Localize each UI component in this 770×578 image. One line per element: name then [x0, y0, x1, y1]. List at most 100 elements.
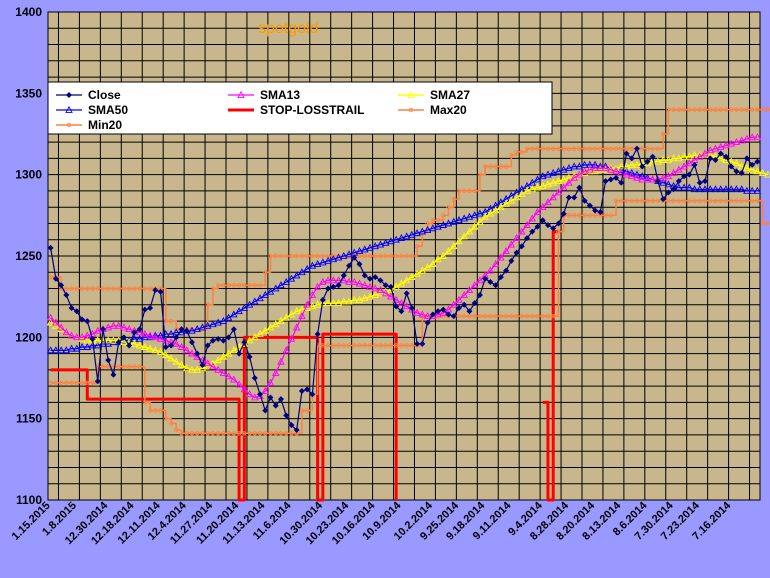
close-point: [508, 257, 515, 264]
sma13-point: [114, 321, 123, 329]
sma27-point: [402, 276, 411, 284]
max20-point: [388, 253, 394, 259]
sma13-point: [512, 233, 521, 241]
close-point: [314, 331, 321, 338]
close-point: [115, 339, 122, 346]
min20-point: [325, 343, 331, 348]
sma50-point: [282, 277, 290, 285]
close-point: [136, 326, 143, 333]
sma13-point: [675, 165, 683, 173]
sma27-point: [533, 183, 542, 191]
min20-point: [755, 198, 760, 203]
sma13-point: [104, 323, 112, 331]
close-point: [691, 161, 698, 168]
max20-point: [718, 107, 723, 112]
sma50-point: [444, 219, 453, 227]
min20-point: [79, 380, 85, 386]
sma13-point: [319, 277, 327, 285]
min20-point: [383, 343, 388, 348]
sma27-point: [203, 362, 212, 370]
sma27-point: [83, 336, 92, 344]
close-point: [79, 316, 86, 323]
sma27-point: [591, 167, 599, 175]
min20-point: [373, 343, 378, 348]
max20-point: [744, 107, 750, 112]
sma50-point: [245, 300, 254, 308]
max20-point: [393, 253, 399, 259]
sma50-point: [570, 162, 578, 170]
min20-point: [284, 431, 289, 436]
sma50-point: [261, 290, 270, 298]
close-point: [424, 319, 431, 326]
sma13-point: [245, 390, 254, 398]
sma27-point: [135, 341, 144, 349]
close-point: [199, 361, 206, 368]
sma27-point: [512, 193, 521, 201]
sma50-point: [319, 258, 327, 266]
sma50-point: [266, 287, 275, 295]
min20-point: [304, 408, 310, 413]
sma13-point: [308, 290, 317, 298]
max20-point: [619, 146, 624, 151]
sma13-point: [355, 279, 364, 287]
sma13-point: [235, 380, 243, 388]
min20-point: [341, 343, 346, 348]
sma13-point: [57, 323, 65, 331]
sma50-point: [209, 320, 217, 328]
sma50-point: [633, 170, 641, 178]
sma27-point: [271, 320, 280, 328]
close-point: [194, 350, 201, 357]
close-point: [613, 174, 620, 181]
sma27-point: [376, 289, 385, 297]
close-point: [298, 388, 305, 395]
y-tick-label: 1250: [15, 249, 42, 263]
close-point: [356, 261, 363, 268]
y-tick-label: 1200: [15, 330, 42, 344]
sma50-point: [706, 185, 715, 193]
sma13-point: [402, 302, 411, 310]
sma13-point: [680, 162, 688, 170]
close-point: [628, 155, 635, 162]
y-tick-label: 1150: [16, 412, 42, 426]
min20-point: [168, 421, 174, 426]
sma27-point: [313, 300, 322, 308]
sma13-point: [418, 310, 427, 318]
max20-point: [493, 164, 498, 169]
min20-point: [357, 343, 362, 348]
legend-label: Close: [88, 88, 121, 102]
max20-point: [284, 253, 289, 259]
legend-item-sma50: SMA50: [56, 103, 128, 117]
max20-point: [147, 286, 153, 291]
min20-point: [493, 313, 498, 319]
max20-point: [215, 283, 221, 288]
close-point: [230, 326, 237, 333]
max20-point: [100, 286, 106, 291]
sma27-point: [502, 199, 510, 207]
min20-point: [482, 313, 488, 319]
sma13-point: [125, 325, 133, 333]
series-min20: [48, 198, 770, 436]
sma13-point: [470, 281, 479, 289]
min20-point: [514, 313, 519, 319]
close-point: [403, 290, 410, 297]
close-point: [110, 371, 117, 378]
close-point: [63, 292, 70, 299]
max20-point: [587, 146, 593, 151]
sma13-point: [638, 175, 646, 183]
sma27-point: [104, 336, 112, 344]
sma50-point: [366, 243, 374, 251]
max20-point: [378, 253, 383, 259]
sma27-point: [245, 336, 254, 344]
min20-point: [472, 313, 477, 319]
sma27-point: [669, 154, 678, 162]
max20-point: [74, 286, 79, 291]
sma27-point: [146, 344, 154, 352]
sma13-point: [209, 362, 217, 370]
sma27-point: [607, 164, 615, 172]
close-point: [325, 285, 332, 292]
min20-point: [718, 198, 723, 203]
max20-point: [69, 286, 74, 291]
sma13-point: [303, 300, 311, 308]
max20-point: [556, 146, 561, 151]
max20-point: [608, 146, 613, 151]
